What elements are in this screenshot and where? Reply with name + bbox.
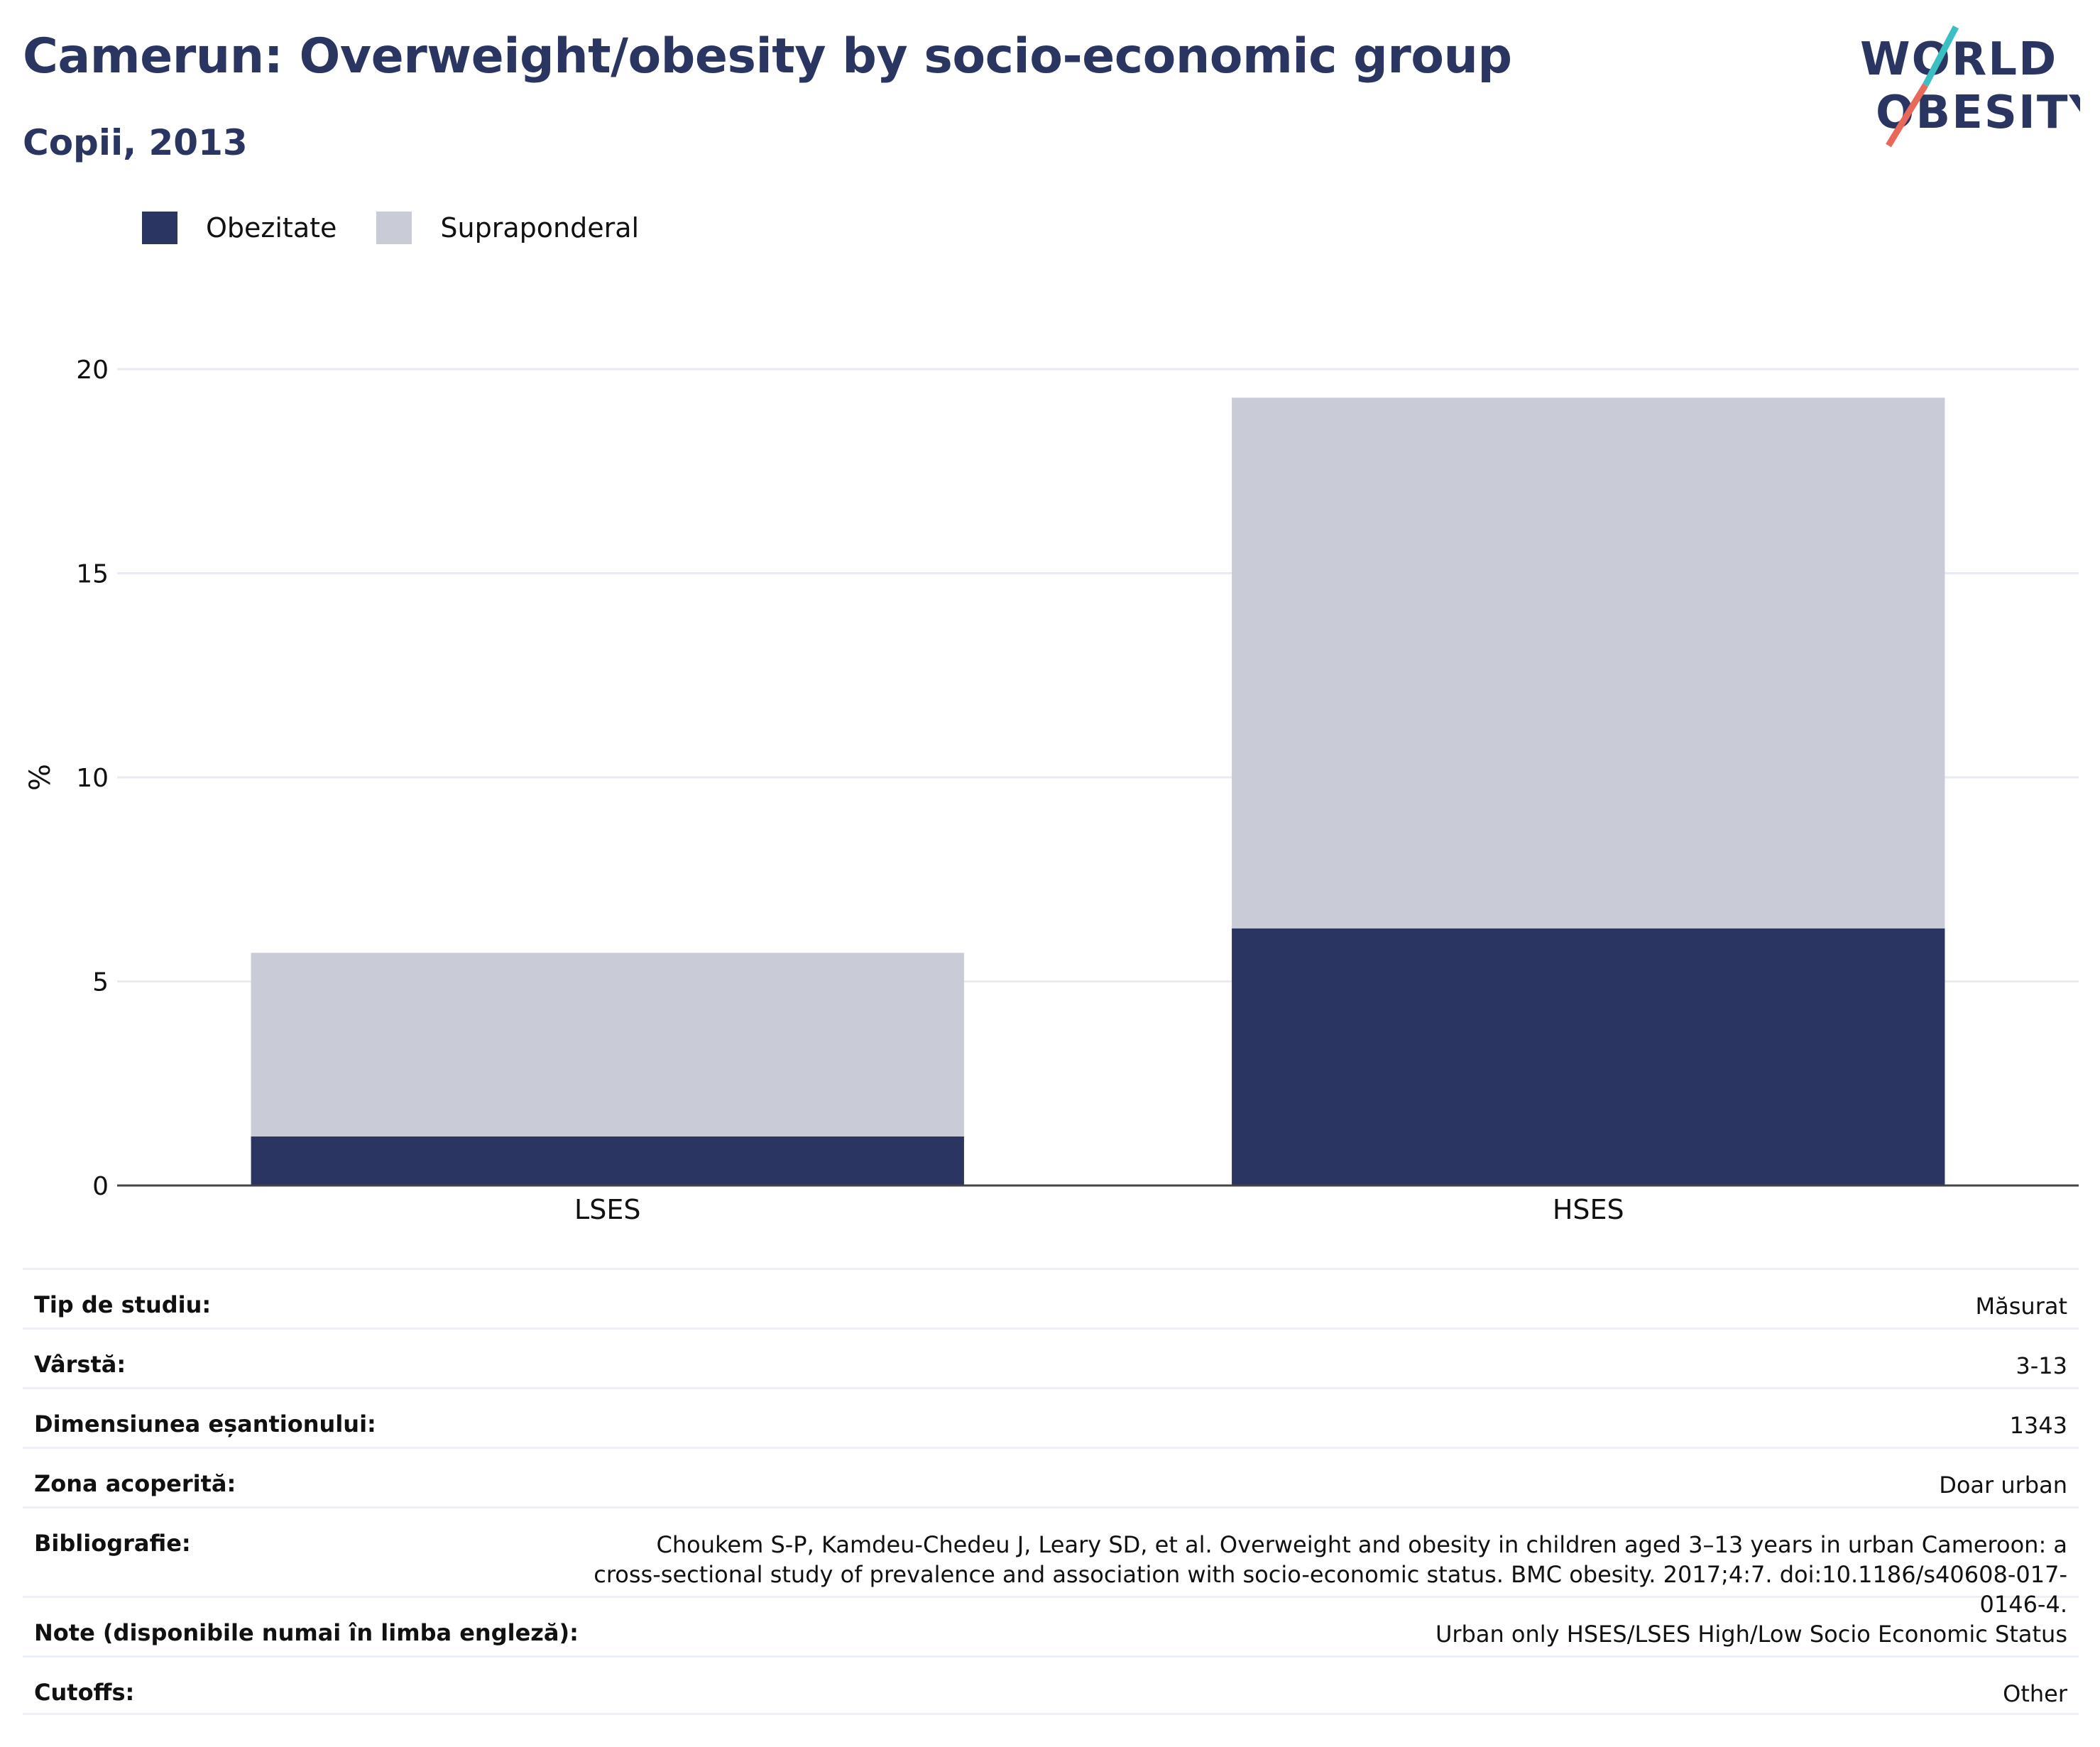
y-tick-label-5: 5 [92, 968, 109, 997]
bar-hses-obesity [1232, 928, 1945, 1185]
bar-hses-overweight [1232, 398, 1945, 929]
info-value: Other [2003, 1680, 2067, 1707]
x-tick-label-hses: HSES [1553, 1194, 1624, 1225]
info-label: Zona acoperită: [34, 1470, 236, 1497]
info-label: Cutoffs: [34, 1679, 135, 1706]
info-row: Dimensiunea eșantionului: 1343 [23, 1387, 2079, 1447]
study-info-table: Tip de studiu: Măsurat Vârstă: 3-13 Dimensiu… [23, 1268, 2079, 1715]
info-value: 1343 [2009, 1412, 2067, 1439]
info-value: 3-13 [2016, 1352, 2067, 1379]
logo-slash-teal [1923, 25, 1959, 87]
info-row: Cutoffs: Other [23, 1655, 2079, 1715]
y-tick-label-10: 10 [76, 764, 109, 793]
info-label: Dimensiunea eșantionului: [34, 1411, 376, 1437]
info-row: Zona acoperită: Doar urban [23, 1447, 2079, 1506]
legend-item-overweight[interactable]: Supraponderal [376, 212, 639, 244]
info-value: Urban only HSES/LSES High/Low Socio Econ… [1435, 1621, 2067, 1648]
chart-title: Camerun: Overweight/obesity by socio-eco… [23, 28, 1512, 84]
stacked-bar-chart: 0 5 10 15 20% LSES HSES [24, 356, 2079, 1225]
legend-swatch-obesity [142, 212, 177, 244]
bar-lses-obesity [251, 1137, 964, 1185]
logo-text-world: WORLD [1860, 33, 2057, 86]
info-row: Note (disponibile numai în limba engleză… [23, 1596, 2079, 1655]
info-label: Tip de studiu: [34, 1291, 212, 1318]
info-value: Doar urban [1939, 1472, 2067, 1499]
chart-subtitle: Copii, 2013 [23, 122, 248, 163]
info-label: Bibliografie: [34, 1530, 191, 1557]
x-tick-label-lses: LSES [574, 1194, 640, 1225]
y-tick-label-15: 15 [76, 560, 109, 589]
info-row: Vârstă: 3-13 [23, 1327, 2079, 1387]
y-tick-label-0: 0 [92, 1172, 109, 1201]
info-value: Choukem S-P, Kamdeu-Chedeu J, Leary SD, … [594, 1531, 2067, 1618]
logo-slash-red [1886, 83, 1928, 148]
info-label: Vârstă: [34, 1351, 126, 1378]
bar-lses-overweight [251, 953, 964, 1137]
legend-swatch-overweight [376, 212, 412, 244]
info-row: Tip de studiu: Măsurat [23, 1268, 2079, 1327]
info-row: Bibliografie: Choukem S-P, Kamdeu-Chedeu … [23, 1506, 2079, 1618]
legend-label-overweight: Supraponderal [440, 212, 640, 243]
legend-label-obesity: Obezitate [206, 212, 337, 243]
y-axis-label: % [24, 764, 57, 791]
info-label: Note (disponibile numai în limba engleză… [34, 1619, 579, 1646]
chart-legend: Obezitate Supraponderal [142, 212, 679, 244]
world-obesity-logo: WORLD OBESITY [1860, 25, 2080, 148]
y-tick-label-20: 20 [76, 356, 109, 385]
info-value: Măsurat [1975, 1293, 2067, 1320]
legend-item-obesity[interactable]: Obezitate [142, 212, 337, 244]
